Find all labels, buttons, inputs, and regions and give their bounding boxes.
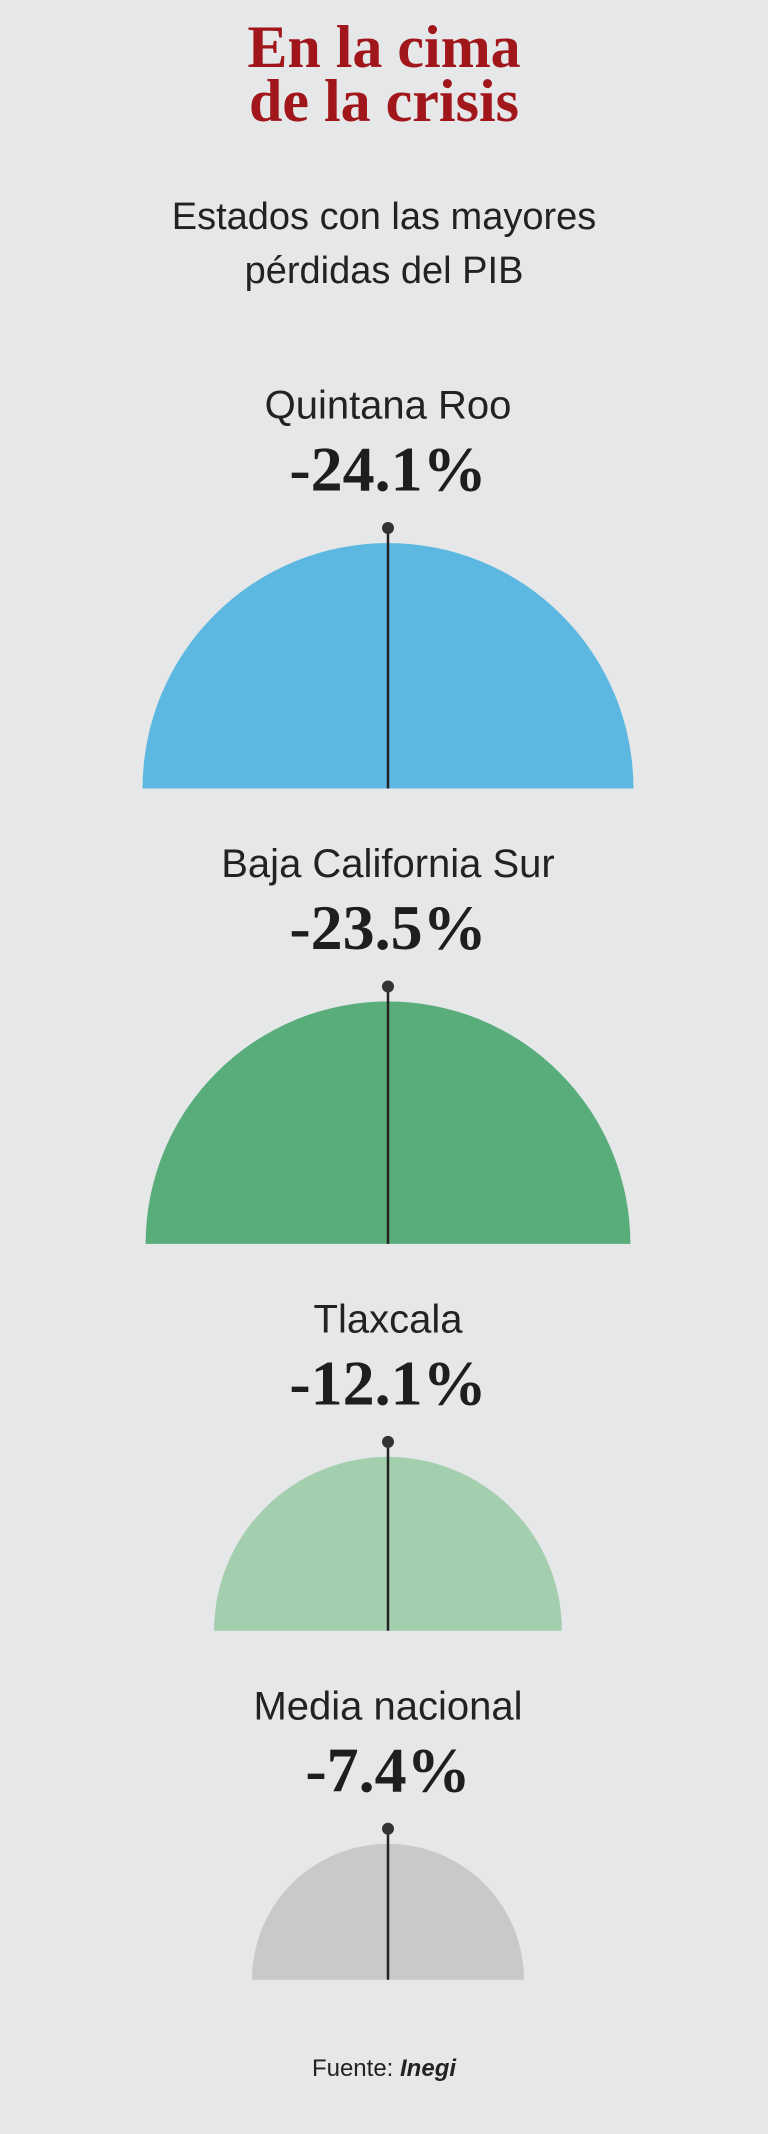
source: Fuente: Inegi <box>312 2055 457 2082</box>
category-label: Tlaxcala <box>314 1297 464 1341</box>
source-name: Inegi <box>400 2055 457 2082</box>
category-label: Quintana Roo <box>265 384 512 428</box>
value-label: -12.1% <box>289 1348 486 1419</box>
stem-dot <box>382 980 394 993</box>
stem-dot <box>382 1435 394 1448</box>
source-label: Fuente: <box>312 2055 393 2082</box>
chart-title: En la cima de la crisis <box>247 14 521 134</box>
value-label: -7.4% <box>305 1734 470 1805</box>
value-label: -24.1% <box>289 434 486 505</box>
value-label: -23.5% <box>289 892 486 963</box>
stem-dot <box>382 522 394 534</box>
category-label: Media nacional <box>253 1684 522 1728</box>
category-label: Baja California Sur <box>221 842 555 886</box>
chart-subtitle: Estados con las mayores pérdidas del PIB <box>171 196 597 292</box>
stem-dot <box>382 1822 394 1835</box>
